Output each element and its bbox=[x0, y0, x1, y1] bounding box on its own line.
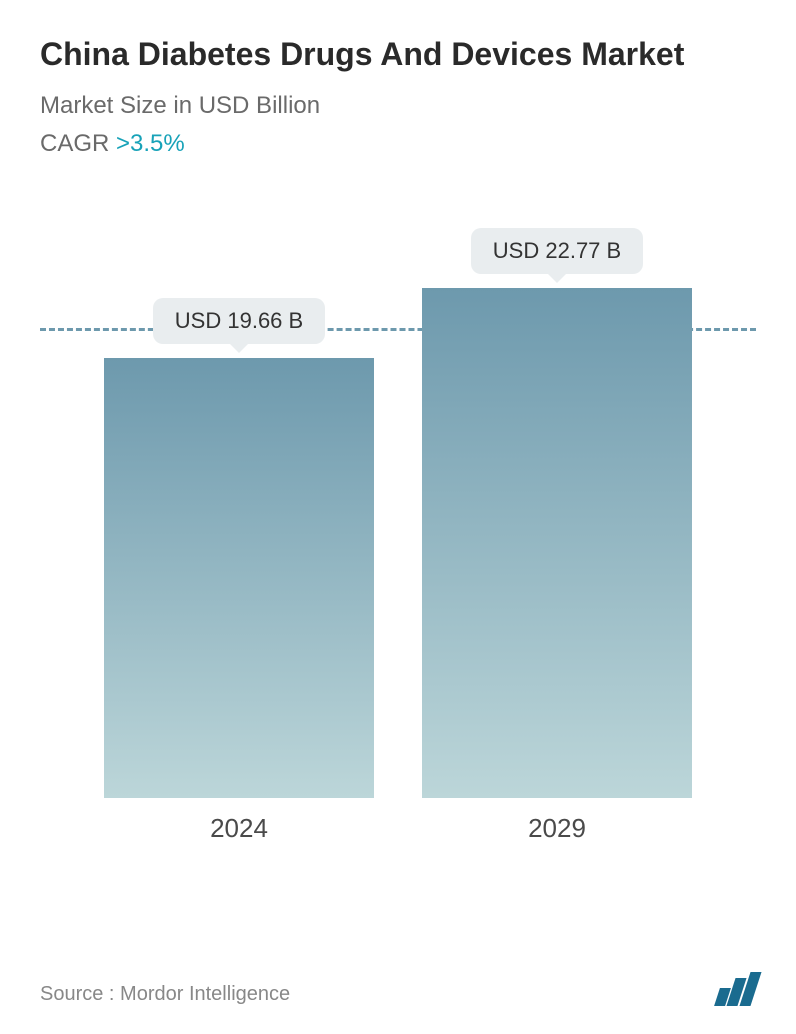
bar-group-2024: USD 19.66 B 2024 bbox=[99, 298, 379, 798]
x-label-2024: 2024 bbox=[99, 813, 379, 844]
value-badge-2024: USD 19.66 B bbox=[153, 298, 325, 344]
cagr-value: >3.5% bbox=[116, 130, 185, 157]
chart-container: China Diabetes Drugs And Devices Market … bbox=[0, 0, 796, 1034]
bar-2029 bbox=[422, 288, 692, 798]
x-label-2029: 2029 bbox=[417, 813, 697, 844]
chart-area: USD 19.66 B 2024 USD 22.77 B 2029 bbox=[40, 208, 756, 848]
subtitle: Market Size in USD Billion bbox=[40, 92, 756, 120]
footer: Source : Mordor Intelligence bbox=[40, 972, 756, 1006]
cagr-label: CAGR bbox=[40, 130, 116, 157]
value-badge-2029: USD 22.77 B bbox=[471, 228, 643, 274]
bars-wrap: USD 19.66 B 2024 USD 22.77 B 2029 bbox=[40, 238, 756, 798]
bar-group-2029: USD 22.77 B 2029 bbox=[417, 228, 697, 798]
page-title: China Diabetes Drugs And Devices Market bbox=[40, 34, 756, 74]
brand-logo-icon bbox=[717, 972, 756, 1006]
bar-2024 bbox=[104, 358, 374, 798]
source-text: Source : Mordor Intelligence bbox=[40, 983, 290, 1006]
cagr-line: CAGR >3.5% bbox=[40, 130, 756, 158]
